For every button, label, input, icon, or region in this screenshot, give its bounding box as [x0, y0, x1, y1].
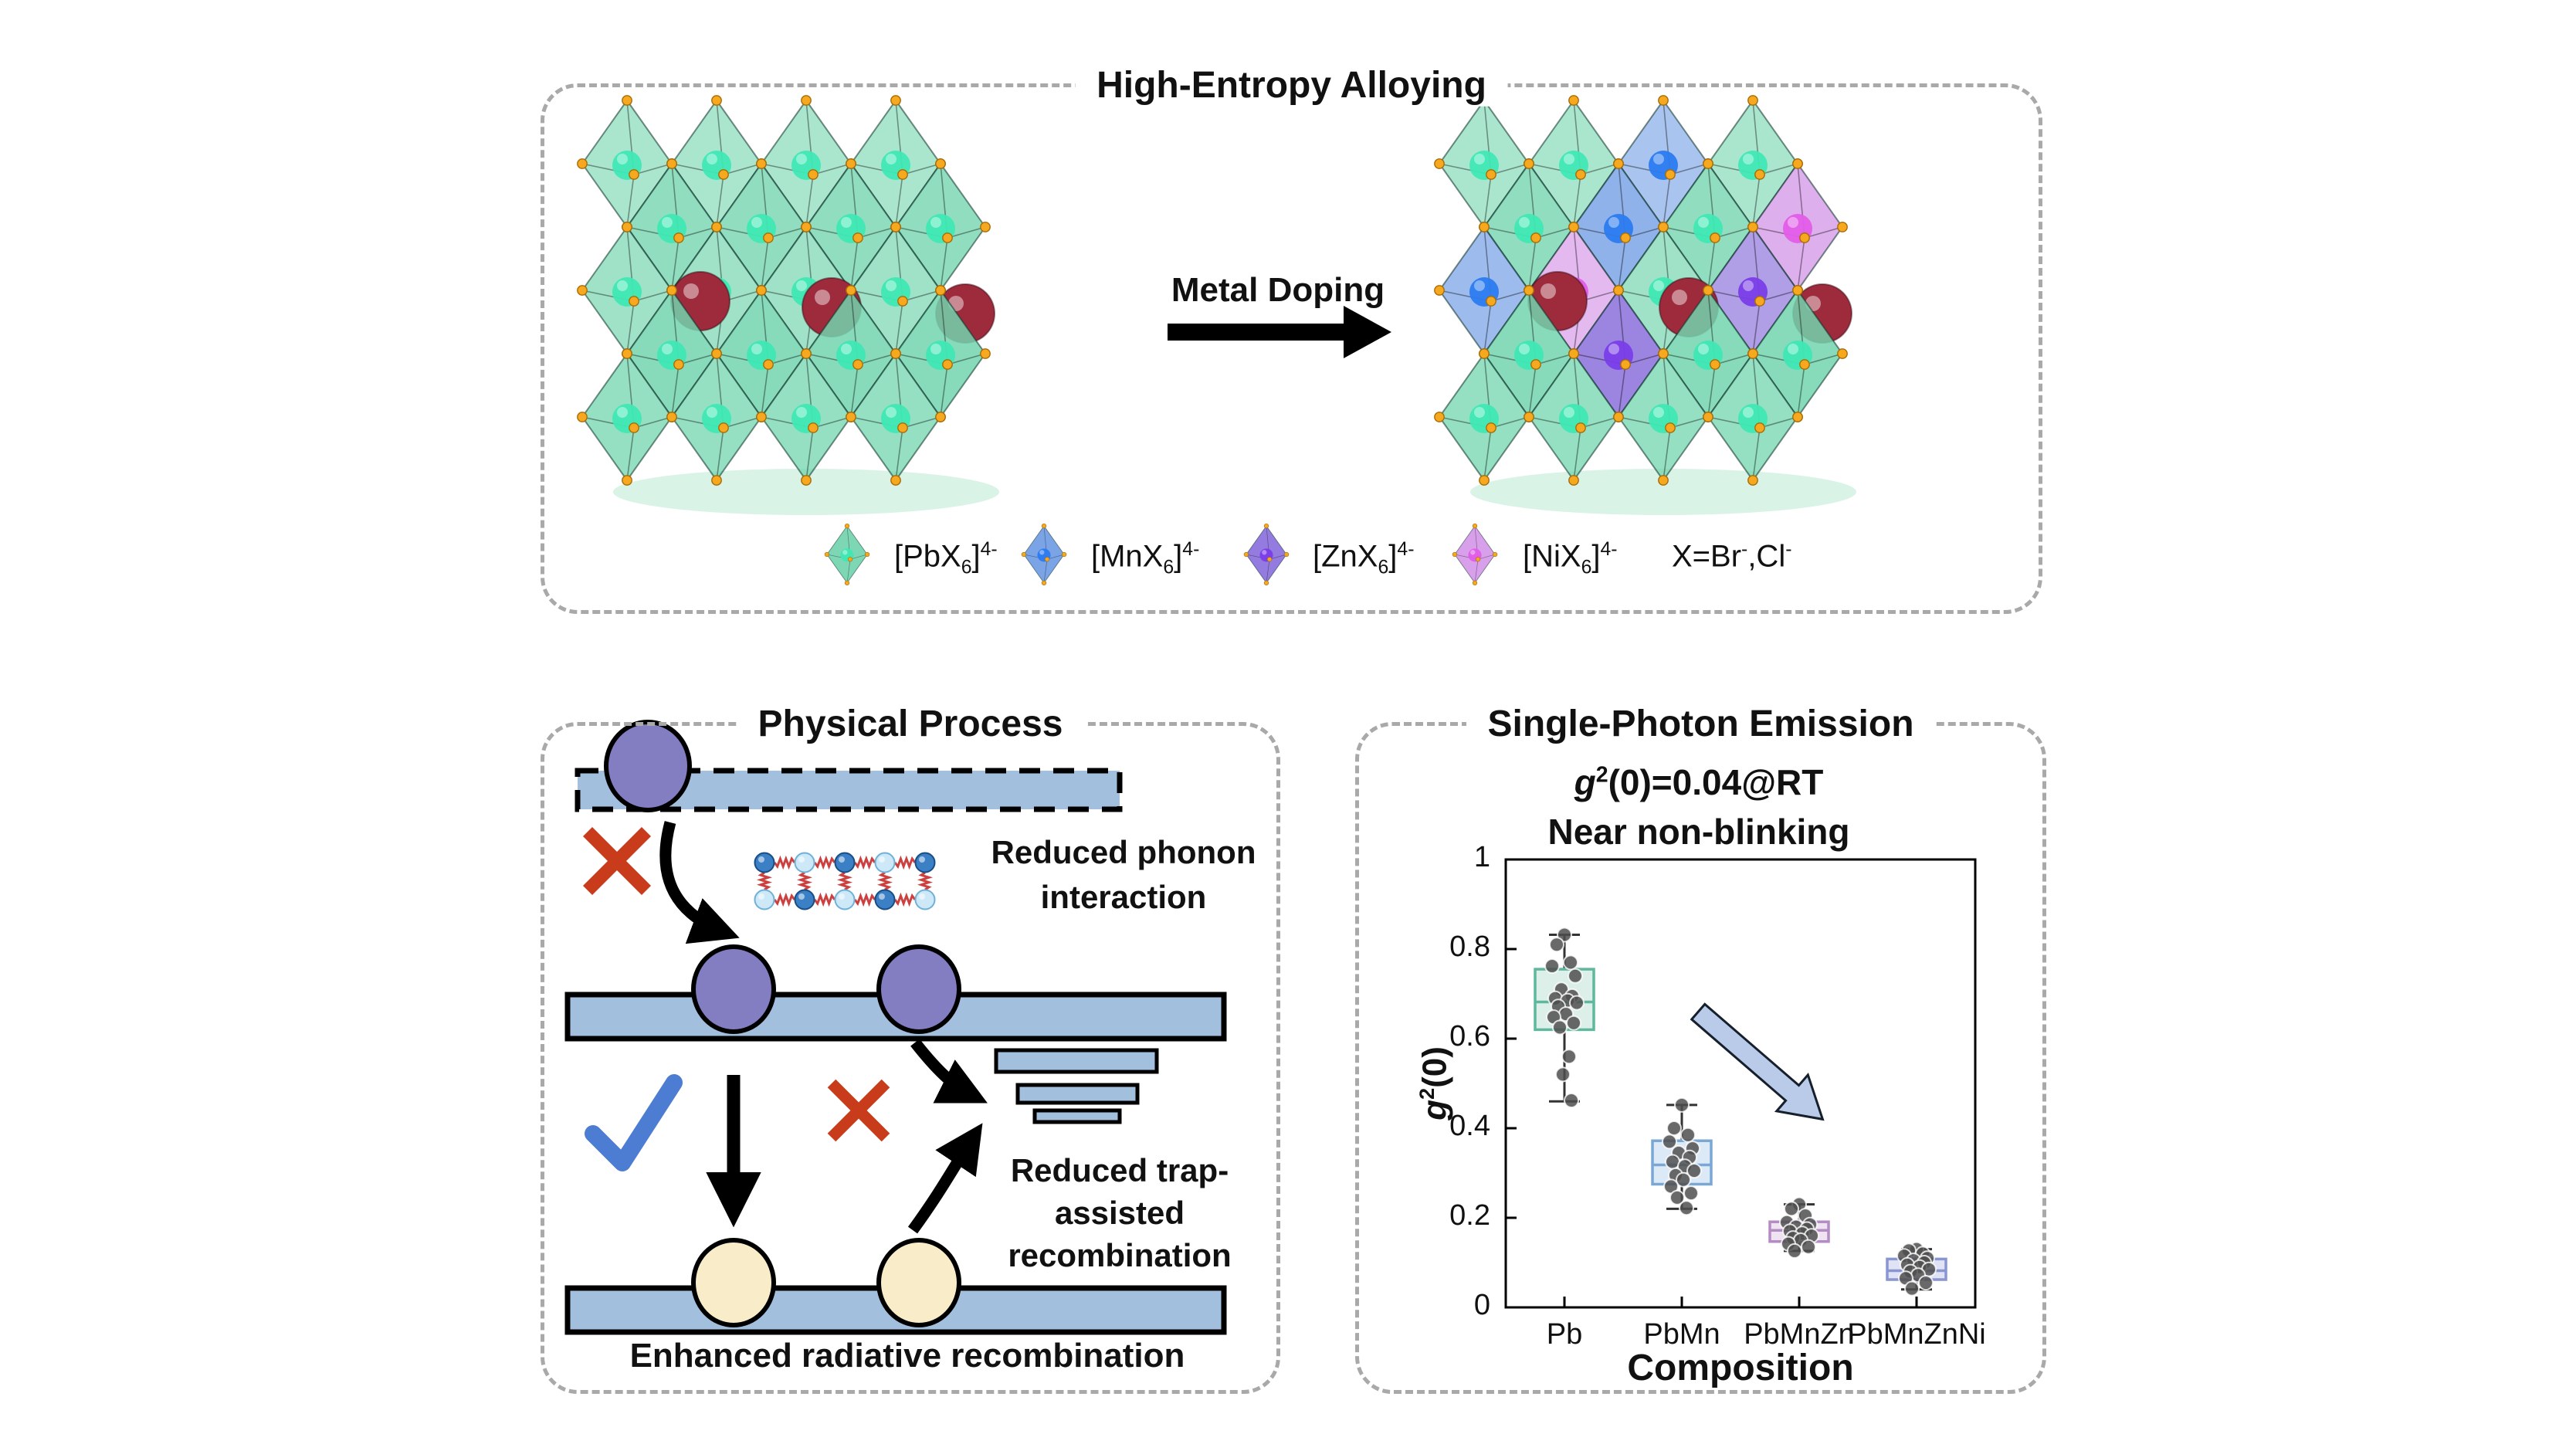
reduced-trap-line1: Reduced trap- [1010, 1152, 1229, 1188]
right-crystal-illustration [1434, 95, 1856, 515]
left-crystal-illustration [577, 95, 999, 515]
metal-doping-label: Metal Doping [1171, 271, 1385, 309]
y-tick-0.2: 0.2 [1449, 1199, 1490, 1232]
boxplot-chart [1504, 858, 1977, 1309]
legend-label-ZnX6: [ZnX6]4- [1313, 539, 1415, 578]
reduced-phonon-line2: interaction [1040, 879, 1207, 915]
y-tick-0.4: 0.4 [1449, 1110, 1490, 1142]
physical-process-graphics [564, 720, 1227, 1335]
legend-label-NiX6: [NiX6]4- [1523, 539, 1618, 578]
panel-title-high-entropy-alloying: High-Entropy Alloying [1075, 63, 1508, 107]
y-tick-0: 0 [1473, 1289, 1490, 1321]
panel-title-single-photon-emission: Single-Photon Emission [1466, 702, 1936, 745]
x-category-PbMn: PbMn [1643, 1318, 1720, 1351]
y-axis-label: g2(0) [1415, 1046, 1454, 1120]
halide-note: X=Br-,Cl- [1672, 539, 1792, 574]
x-category-PbMnZnNi: PbMnZnNi [1847, 1318, 1986, 1351]
x-axis-label: Composition [1627, 1348, 1854, 1388]
x-category-Pb: Pb [1546, 1318, 1583, 1351]
panel-high-entropy-alloying: High-Entropy Alloying [541, 63, 2042, 614]
metal-doping-arrow-icon [1168, 306, 1391, 358]
legend-octahedron-icons [824, 523, 1498, 586]
x-category-PbMnZn: PbMnZn [1744, 1318, 1855, 1351]
enhanced-radiative-caption: Enhanced radiative recombination [629, 1337, 1185, 1375]
panel-title-physical-process: Physical Process [736, 702, 1085, 745]
y-tick-0.6: 0.6 [1449, 1020, 1490, 1053]
legend-label-PbX6: [PbX6]4- [894, 539, 998, 578]
y-tick-0.8: 0.8 [1449, 931, 1490, 963]
panel-single-photon-emission: Single-Photon Emission [1355, 702, 2046, 1394]
panel-physical-process: Physical Process [541, 702, 1280, 1394]
y-tick-1: 1 [1473, 841, 1490, 873]
near-non-blinking-text: Near non-blinking [1547, 812, 1850, 852]
legend-label-MnX6: [MnX6]4- [1091, 539, 1200, 578]
g2-stat-text: g2(0)=0.04@RT [1574, 762, 1824, 802]
reduced-trap-line3: recombination [1008, 1237, 1232, 1273]
reduced-phonon-line1: Reduced phonon [991, 834, 1256, 870]
reduced-trap-line2: assisted [1054, 1195, 1185, 1231]
